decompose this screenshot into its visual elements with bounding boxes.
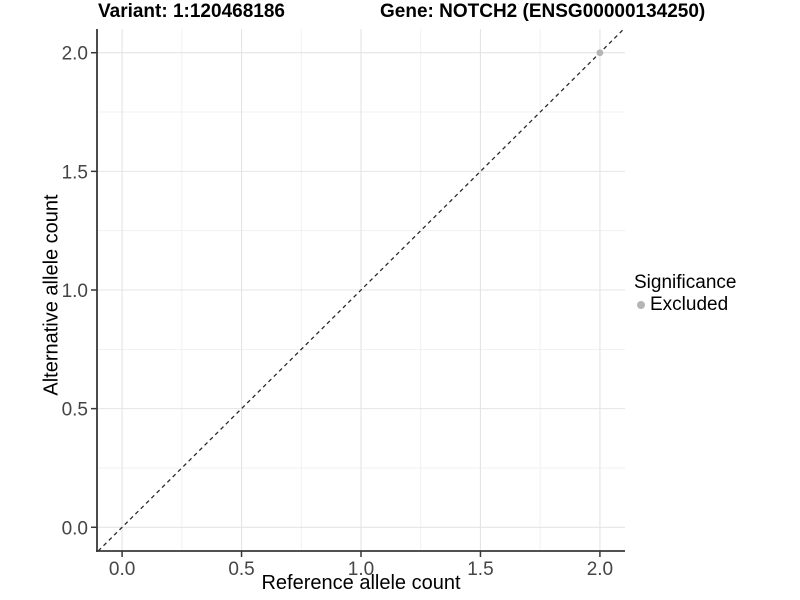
x-tick-label: 1.0 [348,559,374,580]
gene-title: Gene: NOTCH2 (ENSG00000134250) [380,1,706,22]
y-tick-label: 0.0 [62,518,88,539]
x-tick-label: 1.5 [467,559,493,580]
x-tick-label: 0.5 [228,559,254,580]
data-point [596,49,604,57]
legend-item-excluded: Excluded [637,295,736,315]
y-tick-label: 2.0 [62,44,88,65]
legend-title: Significance [634,272,737,293]
x-tick-label: 2.0 [587,559,613,580]
y-tick-label: 1.0 [62,281,88,302]
excluded-point-icon [637,301,645,309]
x-axis-title: Reference allele count [261,572,461,594]
y-axis-title: Alternative allele count [40,194,63,396]
legend: Significance Excluded [634,272,736,315]
legend-item-label: Excluded [650,294,729,315]
identity-line [97,28,625,552]
variant-title: Variant: 1:120468186 [98,1,285,22]
y-tick-label: 0.5 [62,400,88,421]
x-tick-label: 0.0 [109,559,135,580]
y-tick-label: 1.5 [62,162,88,183]
